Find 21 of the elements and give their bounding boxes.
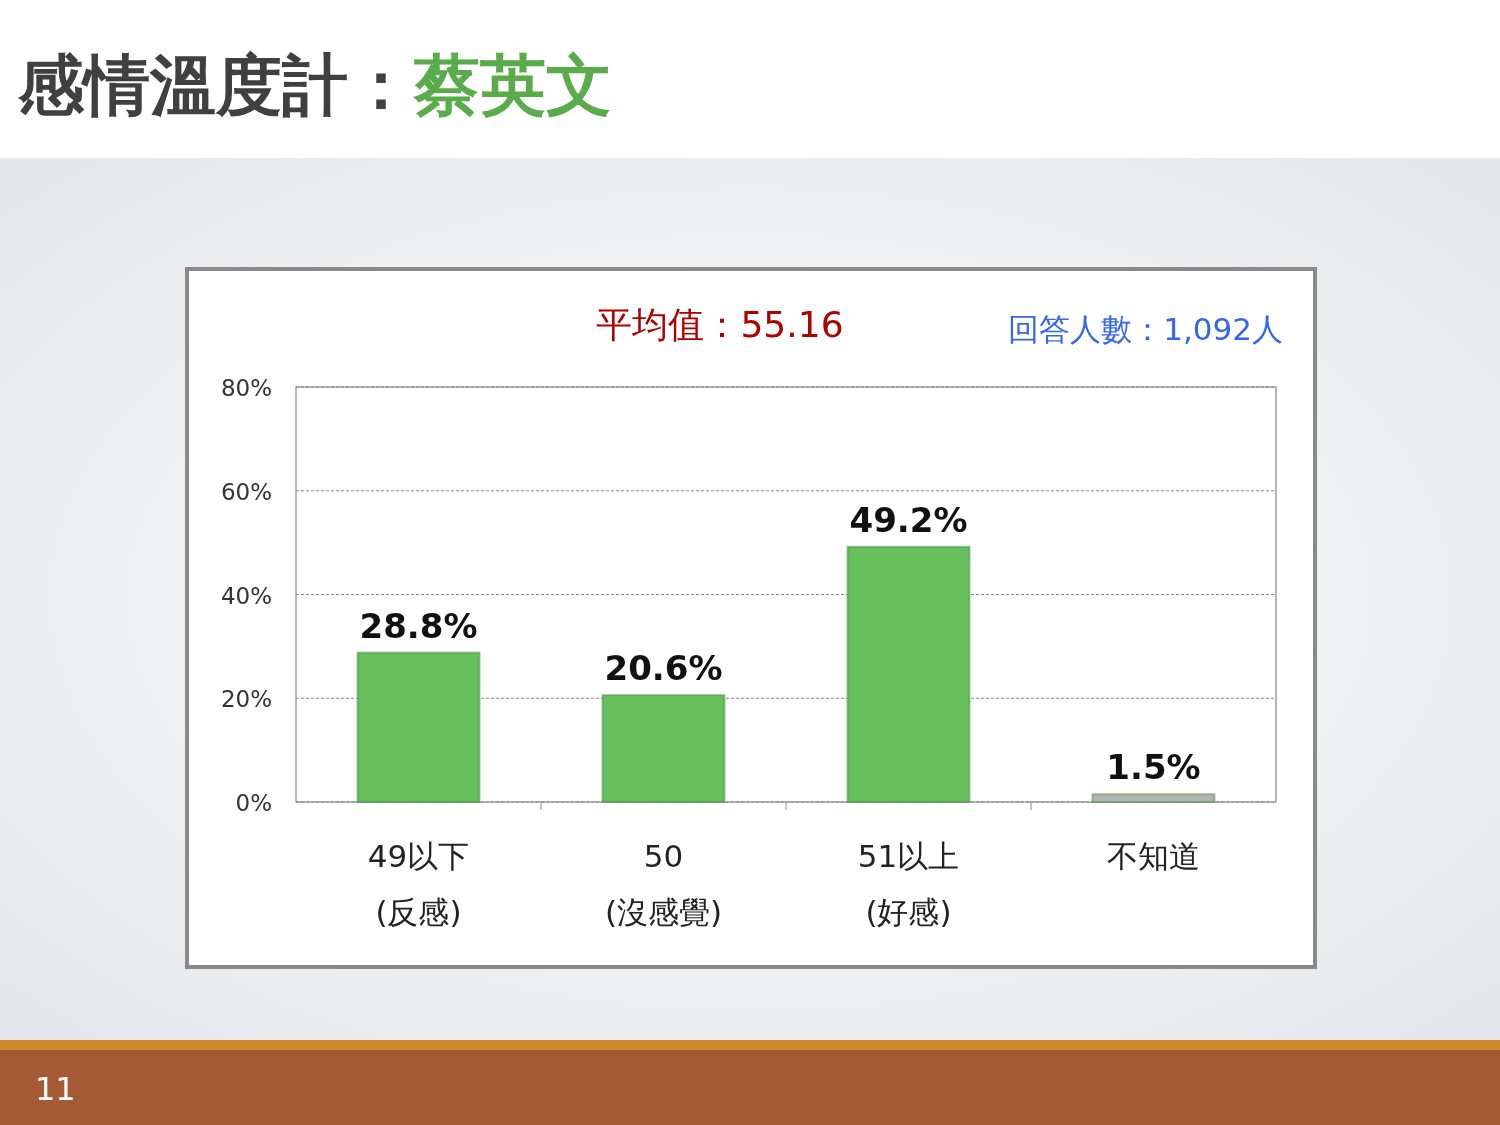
y-tick-label: 40%: [220, 582, 272, 609]
data-label: 28.8%: [359, 605, 478, 646]
bar: [1091, 793, 1216, 803]
chart-title: 感情溫度計：蔡英文: [17, 47, 612, 124]
text: 回答人數：1,092人: [1008, 311, 1283, 347]
x-tick-label: 不知道: [1107, 838, 1200, 874]
data-label: 49.2%: [849, 499, 968, 540]
data-label: 1.5%: [1106, 747, 1201, 788]
bar: [356, 651, 481, 803]
x-tick-label: 51以上 (好感): [857, 838, 960, 930]
data-label: 20.6%: [604, 648, 723, 689]
bar: [601, 694, 726, 803]
y-tick-label: 80%: [220, 375, 272, 401]
text: 11: [35, 1070, 76, 1108]
y-tick-label: 60%: [220, 478, 272, 505]
x-tick-label: 49以下 (反感): [367, 838, 470, 930]
y-tick-label: 0%: [235, 790, 272, 816]
bar: [846, 545, 971, 803]
y-tick-label: 20%: [220, 686, 272, 713]
x-tick-label: 50 (沒感覺): [604, 838, 723, 930]
chart-subtitle: 平均值：55.16: [596, 304, 844, 345]
